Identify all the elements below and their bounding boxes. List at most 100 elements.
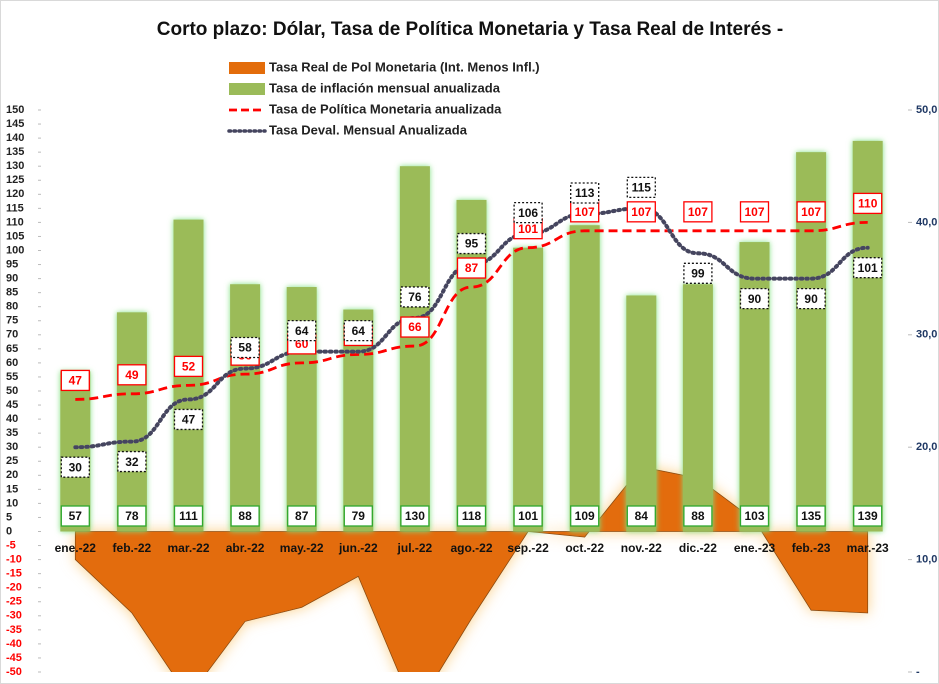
label-text: 101 bbox=[518, 509, 538, 523]
legend-label: Tasa de inflación mensual anualizada bbox=[269, 80, 501, 95]
label-box bbox=[173, 505, 204, 527]
y-tick-label: 45 bbox=[6, 399, 18, 411]
label-box bbox=[683, 201, 713, 223]
data-label: 64 bbox=[343, 320, 373, 342]
label-box bbox=[739, 287, 770, 310]
label-box bbox=[173, 408, 204, 431]
label-box bbox=[117, 364, 147, 386]
data-label: 87 bbox=[456, 257, 487, 279]
y-tick-label: 35 bbox=[6, 427, 18, 439]
data-label: 87 bbox=[287, 505, 317, 527]
label-box bbox=[683, 505, 713, 527]
data-label: 107 bbox=[739, 201, 770, 223]
label-text: 135 bbox=[801, 509, 821, 523]
x-tick-label: feb.-22 bbox=[113, 541, 152, 555]
labels: 57 78 111 88 87 79 130 118 101 109 84 88 103 135 139 47… bbox=[60, 176, 883, 527]
label-box bbox=[117, 505, 147, 527]
data-label: 57 bbox=[60, 505, 90, 527]
line bbox=[75, 221, 868, 401]
label-text: 90 bbox=[804, 292, 818, 306]
label-box bbox=[570, 182, 600, 204]
data-label: 109 bbox=[570, 505, 600, 527]
bar bbox=[116, 312, 147, 532]
label-text: 101 bbox=[518, 222, 538, 236]
y-tick-label: 115 bbox=[6, 202, 24, 214]
data-label: 66 bbox=[400, 316, 430, 338]
x-tick-label: jul.-22 bbox=[397, 541, 433, 555]
label-text: 107 bbox=[575, 205, 595, 219]
y-tick-label: 0 bbox=[6, 525, 12, 537]
y-tick-label: -20 bbox=[6, 582, 22, 594]
y-tick-label: -35 bbox=[6, 624, 22, 636]
data-label: 78 bbox=[117, 505, 147, 527]
label-text: 32 bbox=[125, 455, 139, 469]
label-box bbox=[853, 257, 883, 279]
data-label: 107 bbox=[626, 201, 656, 223]
bar bbox=[513, 247, 544, 532]
label-box bbox=[853, 192, 883, 215]
label-text: 30 bbox=[69, 460, 83, 474]
label-box bbox=[570, 505, 600, 527]
label-box bbox=[796, 505, 826, 527]
bar bbox=[230, 284, 261, 532]
label-box bbox=[739, 201, 770, 223]
y-tick-label: 110 bbox=[6, 216, 24, 228]
data-label: 79 bbox=[343, 505, 373, 527]
label-text: 130 bbox=[405, 509, 425, 523]
y-tick-label: -40 bbox=[6, 638, 22, 650]
y-tick-label: 85 bbox=[6, 287, 18, 299]
area bbox=[74, 466, 869, 672]
data-label: 118 bbox=[456, 505, 487, 527]
bar bbox=[626, 295, 657, 532]
data-label: 32 bbox=[117, 450, 147, 473]
label-box bbox=[230, 336, 260, 359]
data-label: 52 bbox=[173, 355, 204, 378]
label-text: 88 bbox=[691, 509, 705, 523]
data-label: 139 bbox=[853, 505, 883, 527]
label-box bbox=[456, 505, 487, 527]
y-tick-label: 150 bbox=[6, 104, 24, 116]
x-tick-label: ago.-22 bbox=[450, 541, 492, 555]
y-tick-label: 125 bbox=[6, 174, 24, 186]
label-text: 76 bbox=[408, 290, 422, 304]
data-label: 95 bbox=[456, 232, 487, 255]
x-tick-label: dic.-22 bbox=[679, 541, 717, 555]
legend-label: Tasa Deval. Mensual Anualizada bbox=[269, 122, 468, 137]
label-text: 84 bbox=[635, 509, 649, 523]
label-text: 107 bbox=[801, 205, 821, 219]
data-label: 58 bbox=[230, 336, 260, 359]
y-tick-label: 5 bbox=[6, 511, 12, 523]
label-text: 110 bbox=[858, 197, 878, 211]
label-box bbox=[683, 262, 713, 284]
y-tick-label: 120 bbox=[6, 188, 24, 200]
label-box bbox=[173, 355, 204, 378]
y-tick-label: 90 bbox=[6, 273, 18, 285]
x-tick-label: ene.-22 bbox=[55, 541, 97, 555]
bar bbox=[569, 225, 600, 532]
data-label: 130 bbox=[400, 505, 430, 527]
label-box bbox=[739, 505, 770, 527]
label-text: 49 bbox=[125, 368, 139, 382]
label-box bbox=[400, 316, 430, 338]
y2-tick-label: 10,0 bbox=[916, 554, 937, 566]
label-text: 64 bbox=[295, 324, 309, 338]
y-tick-label: 95 bbox=[6, 258, 18, 270]
y-tick-label: 130 bbox=[6, 160, 24, 172]
x-tick-label: oct.-22 bbox=[565, 541, 604, 555]
label-box bbox=[287, 320, 317, 342]
label-box bbox=[796, 201, 826, 223]
label-box bbox=[230, 505, 260, 527]
y-tick-label: 25 bbox=[6, 455, 18, 467]
label-text: 64 bbox=[352, 324, 366, 338]
x-tick-label: feb.-23 bbox=[792, 541, 831, 555]
y-tick-label: -30 bbox=[6, 610, 22, 622]
label-box bbox=[343, 505, 373, 527]
label-text: 52 bbox=[182, 360, 196, 374]
x-tick-label: abr.-22 bbox=[226, 541, 265, 555]
label-box bbox=[287, 505, 317, 527]
label-text: 87 bbox=[465, 261, 479, 275]
data-label: 64 bbox=[287, 320, 317, 342]
bar bbox=[456, 199, 487, 532]
label-box bbox=[117, 450, 147, 473]
x-tick-label: sep.-22 bbox=[507, 541, 549, 555]
